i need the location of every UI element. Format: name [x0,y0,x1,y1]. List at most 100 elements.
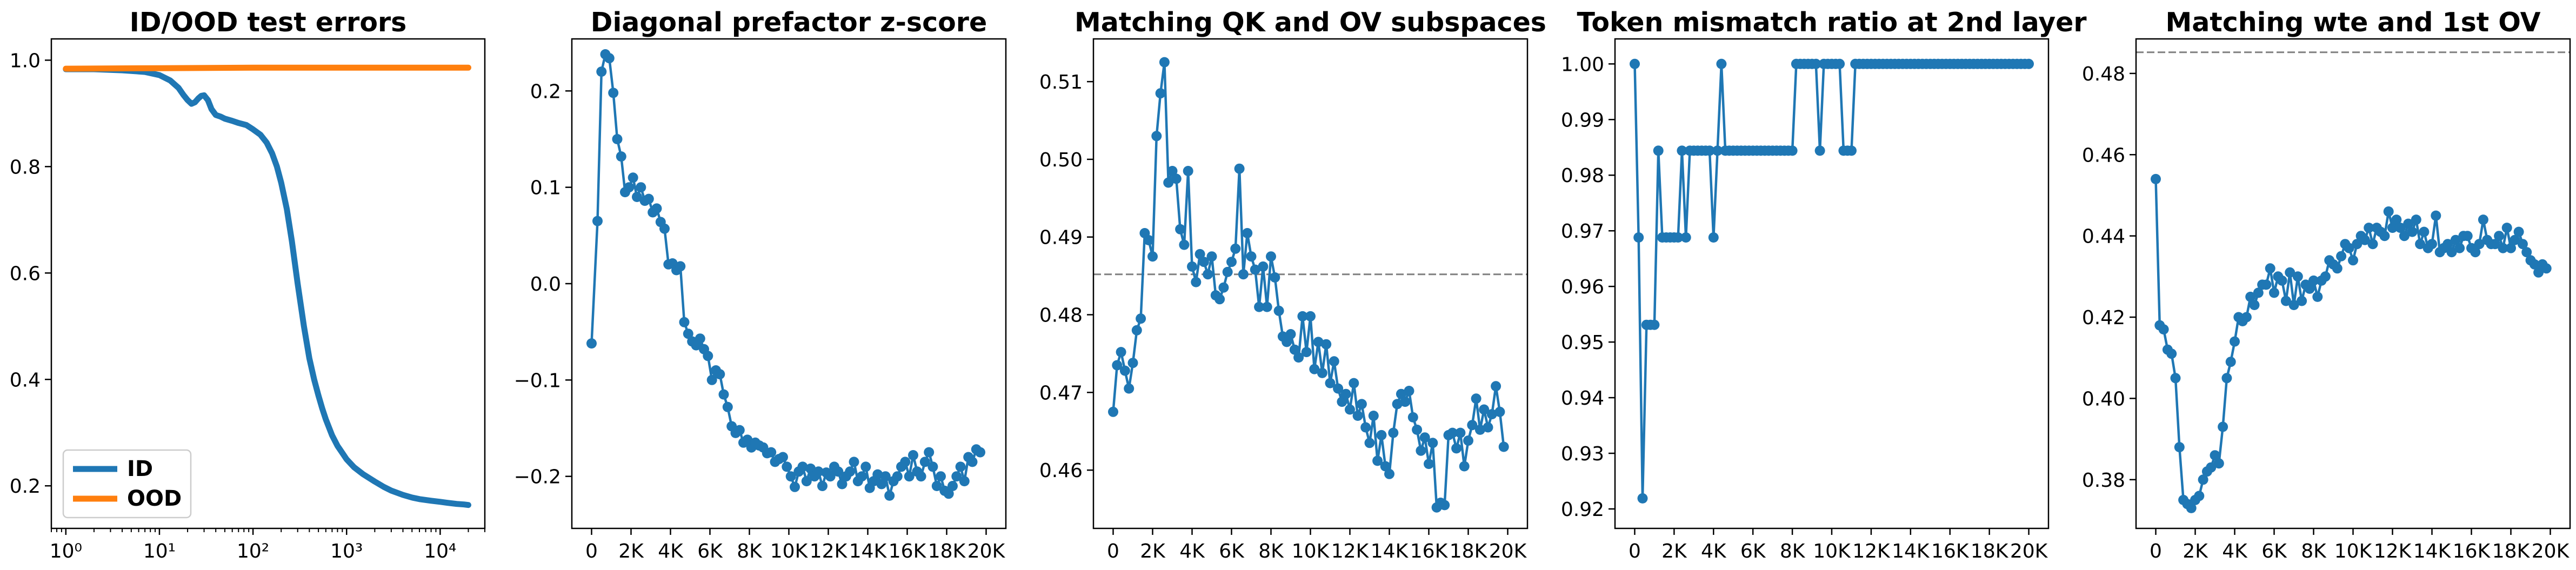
data-point [2513,226,2524,237]
x-tick-label: 0 [2150,540,2162,562]
data-point [2186,502,2197,513]
data-point [1191,277,1202,287]
data-point [1494,406,1505,417]
x-tick-label: 8K [2301,540,2327,562]
data-point [1289,344,1300,355]
data-point [1412,424,1423,435]
data-point [927,461,938,472]
x-tick-label: 20K [2532,540,2570,562]
data-point [679,317,690,327]
data-point [1407,412,1418,423]
data-point [2498,243,2508,253]
data-point [1108,406,1118,417]
x-tick-label: 10K [770,540,809,562]
legend-label: ID [127,457,153,481]
data-point [592,216,603,226]
x-tick-label: 0 [1107,540,1119,562]
y-tick-label: 0.92 [1561,499,1604,521]
data-point [1392,399,1403,410]
x-tick-label: 12K [2374,540,2412,562]
data-point [2253,287,2264,298]
data-point [1471,393,1481,404]
data-point [2288,300,2299,310]
y-tick-label: 0.48 [1039,305,1083,327]
data-point [1167,166,1178,176]
chart-panel-5: Matching wte and 1st OV 0.38 0.40 0.42 0.44 0… [2082,7,2571,562]
data-point [2292,271,2303,282]
data-point [1301,347,1312,358]
data-point [837,479,847,489]
data-point [2541,263,2552,274]
data-point [1459,461,1470,472]
data-point [2348,255,2358,266]
data-point [1175,224,1186,234]
data-point [2446,247,2457,258]
y-tick-label: 0.8 [10,156,41,178]
data-point [2198,474,2208,485]
data-point [2415,239,2426,250]
series-line-1 [590,53,982,497]
data-point [833,466,844,477]
data-point [1708,232,1719,243]
y-tick-label: −0.1 [514,370,561,392]
data-point [805,463,816,474]
x-tick-label: 20K [967,540,1006,562]
data-point [1116,347,1126,358]
data-point [849,457,859,467]
data-point [2269,287,2279,298]
y-tick-label: 0.4 [10,369,41,391]
chart-panel-2: Diagonal prefactor z-score −0.2 −0.1 0.0 0.1… [514,7,1007,562]
data-point [1309,364,1320,374]
data-point [2506,243,2516,253]
chart-panel-3: Matching QK and OV subspaces 0.46 0.47 0.48… [1039,7,1546,562]
data-point [1439,500,1450,511]
data-point [1226,257,1237,267]
data-point [2399,231,2410,242]
data-point [624,182,635,193]
data-point [2521,247,2532,258]
x-tick-label: 10K [1813,540,1851,562]
x-tick-label: 18K [1450,540,1488,562]
x-tick-label: 12K [1331,540,1370,562]
x-tick-label: 10² [237,540,269,562]
data-point [1313,337,1324,347]
x-tick-label: 16K [2453,540,2491,562]
data-point [742,434,753,445]
x-tick-label: 10K [2334,540,2373,562]
data-point [2352,239,2363,250]
data-point [2151,173,2161,184]
data-point [2241,312,2252,323]
data-point [1112,360,1123,371]
x-tick-label: 2K [1661,540,1687,562]
data-point [1463,435,1473,446]
y-tick-label: 0.93 [1561,443,1604,465]
data-point [2206,462,2217,473]
data-point [612,134,623,144]
y-tick-label: 0.2 [530,81,561,103]
data-point [880,471,891,482]
data-point [967,457,978,467]
data-point [959,476,970,487]
y-tick-label: 0.2 [10,475,41,498]
data-point [2218,421,2228,432]
y-tick-label: 0.98 [1561,165,1604,187]
x-tick-label: 10⁴ [424,540,456,562]
data-point [2391,214,2402,225]
data-point [2490,239,2500,250]
data-point [1258,261,1269,272]
data-point [1416,445,1426,456]
data-point [1234,163,1245,174]
data-point [2494,231,2505,242]
data-point [2261,279,2272,290]
data-point [718,389,729,400]
data-point [1305,311,1316,321]
data-point [2308,275,2319,286]
data-point [675,261,686,272]
data-point [1491,381,1501,392]
data-point [1127,358,1138,368]
x-tick-label: 10³ [330,540,363,562]
y-tick-label: 0.49 [1039,227,1083,249]
data-point [2427,239,2437,250]
x-tick-label: 18K [928,540,966,562]
y-tick-label: 0.46 [1039,460,1083,482]
